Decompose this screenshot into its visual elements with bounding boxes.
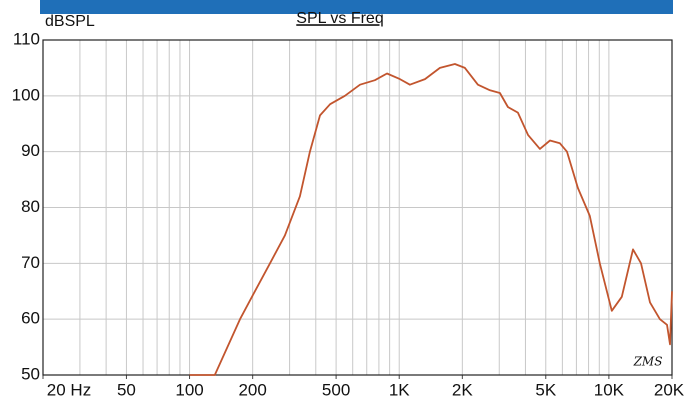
header-bar bbox=[40, 0, 673, 14]
x-tick-label: 50 bbox=[117, 380, 136, 399]
plot-border bbox=[42, 39, 673, 376]
y-tick-label: 70 bbox=[21, 253, 40, 272]
chart-title: SPL vs Freq bbox=[296, 10, 383, 27]
y-tick-label: 90 bbox=[21, 141, 40, 160]
x-tick-label: 20 Hz bbox=[47, 380, 91, 399]
spl-curve bbox=[189, 63, 673, 376]
x-tick-label: 20K bbox=[654, 380, 685, 399]
x-tick-label: 100 bbox=[175, 380, 203, 399]
x-tick-label: 5K bbox=[535, 380, 556, 399]
x-tick-label: 500 bbox=[322, 380, 350, 399]
y-tick-label: 110 bbox=[13, 29, 40, 48]
y-axis-label: dBSPL bbox=[45, 13, 95, 30]
y-tick-label: 50 bbox=[21, 364, 40, 383]
y-tick-label: 60 bbox=[21, 309, 40, 328]
x-tick-label: 2K bbox=[452, 380, 473, 399]
y-tick-label: 80 bbox=[21, 197, 40, 216]
y-tick-label: 100 bbox=[12, 85, 40, 104]
logo: ZMS bbox=[633, 355, 663, 369]
x-tick-label: 1K bbox=[389, 380, 410, 399]
x-tick-label: 10K bbox=[594, 380, 625, 399]
x-tick-label: 200 bbox=[238, 380, 266, 399]
